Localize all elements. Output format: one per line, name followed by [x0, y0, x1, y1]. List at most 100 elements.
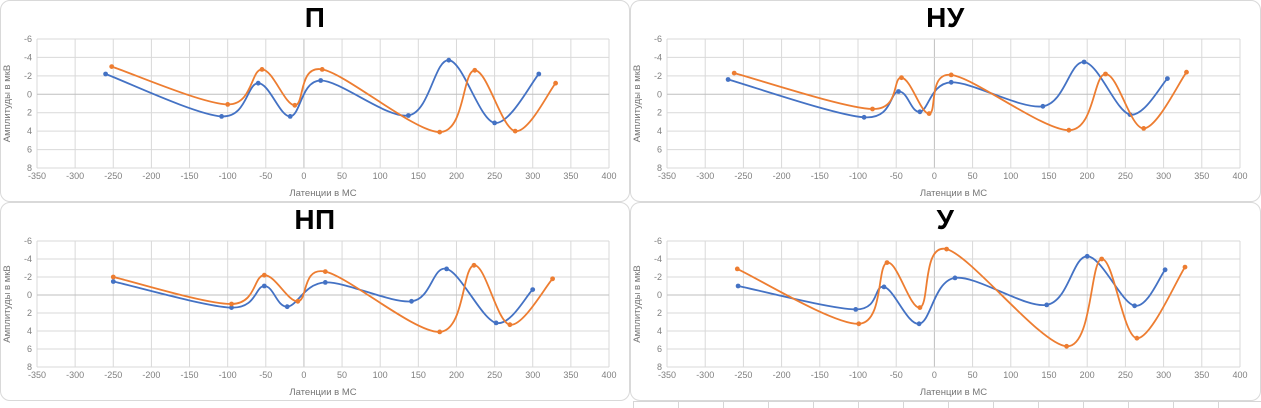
svg-text:Амплитуды в мкВ: Амплитуды в мкВ: [2, 265, 13, 342]
svg-text:-6: -6: [654, 34, 662, 44]
svg-text:150: 150: [411, 171, 426, 181]
chart-panel-u[interactable]: -350 -300 -250 -200 -150 -100 -50 0 50 100 150 200 2…: [630, 202, 1261, 401]
chart-plot-u: -350 -300 -250 -200 -150 -100 -50 0 50 100 150 200 2…: [632, 236, 1248, 398]
svg-text:0: 0: [657, 290, 662, 300]
svg-text:50: 50: [337, 171, 347, 181]
svg-text:4: 4: [657, 326, 662, 336]
chart-panel-np[interactable]: -350 -300 -250 -200 -150 -100 -50 0 50 100 150 200 2…: [0, 202, 630, 401]
svg-text:4: 4: [27, 126, 32, 136]
svg-text:8: 8: [27, 163, 32, 173]
svg-text:200: 200: [449, 171, 464, 181]
svg-text:100: 100: [1003, 171, 1018, 181]
svg-text:Амплитуды в мкВ: Амплитуды в мкВ: [2, 65, 13, 142]
svg-text:2: 2: [657, 108, 662, 118]
svg-text:0: 0: [27, 89, 32, 99]
svg-text:400: 400: [1232, 370, 1247, 380]
svg-text:0: 0: [657, 89, 662, 99]
svg-text:-6: -6: [24, 34, 32, 44]
svg-text:2: 2: [27, 108, 32, 118]
svg-text:-4: -4: [654, 52, 662, 62]
chart-plot-nu: -350 -300 -250 -200 -150 -100 -50 0 50 100 150 200 2…: [632, 34, 1248, 199]
svg-text:200: 200: [449, 370, 464, 380]
svg-text:250: 250: [1118, 370, 1133, 380]
svg-text:6: 6: [27, 344, 32, 354]
svg-text:-250: -250: [104, 370, 122, 380]
chart-panel-nu[interactable]: -350 -300 -250 -200 -150 -100 -50 0 50 100 150 200 2…: [630, 0, 1261, 202]
svg-text:6: 6: [657, 344, 662, 354]
svg-text:6: 6: [27, 145, 32, 155]
svg-text:-250: -250: [104, 171, 122, 181]
svg-text:-2: -2: [24, 71, 32, 81]
svg-text:50: 50: [968, 370, 978, 380]
svg-text:150: 150: [1041, 171, 1056, 181]
svg-text:100: 100: [373, 370, 388, 380]
svg-text:6: 6: [657, 145, 662, 155]
svg-text:-4: -4: [24, 52, 32, 62]
svg-text:-50: -50: [890, 370, 903, 380]
svg-text:-4: -4: [654, 254, 662, 264]
svg-text:350: 350: [563, 171, 578, 181]
svg-text:-2: -2: [24, 272, 32, 282]
svg-text:-150: -150: [811, 171, 829, 181]
svg-text:300: 300: [1156, 171, 1171, 181]
svg-text:400: 400: [601, 171, 616, 181]
svg-text:-2: -2: [654, 272, 662, 282]
chart-panel-p[interactable]: -350 -300 -250 -200 -150 -100 -50 0 50 100 150 200 2…: [0, 0, 630, 202]
svg-text:-150: -150: [811, 370, 829, 380]
svg-text:-300: -300: [66, 171, 84, 181]
svg-text:-6: -6: [24, 236, 32, 246]
svg-text:4: 4: [657, 126, 662, 136]
svg-text:-50: -50: [259, 171, 272, 181]
svg-text:-100: -100: [219, 370, 237, 380]
svg-text:-100: -100: [849, 171, 867, 181]
svg-text:50: 50: [968, 171, 978, 181]
svg-text:-350: -350: [28, 171, 46, 181]
svg-text:100: 100: [373, 171, 388, 181]
svg-text:-350: -350: [28, 370, 46, 380]
svg-text:-50: -50: [259, 370, 272, 380]
svg-text:0: 0: [27, 290, 32, 300]
svg-text:150: 150: [1041, 370, 1056, 380]
svg-text:-2: -2: [654, 71, 662, 81]
svg-text:200: 200: [1080, 370, 1095, 380]
svg-text:200: 200: [1080, 171, 1095, 181]
svg-text:-150: -150: [181, 370, 199, 380]
svg-text:100: 100: [1003, 370, 1018, 380]
svg-text:250: 250: [1118, 171, 1133, 181]
svg-text:-100: -100: [219, 171, 237, 181]
svg-text:4: 4: [27, 326, 32, 336]
svg-text:2: 2: [657, 308, 662, 318]
svg-text:8: 8: [27, 362, 32, 372]
svg-text:-350: -350: [658, 370, 676, 380]
svg-text:8: 8: [657, 362, 662, 372]
svg-text:Латенции в МС: Латенции в МС: [920, 188, 987, 199]
svg-text:Латенции в МС: Латенции в МС: [920, 387, 987, 398]
svg-text:-350: -350: [658, 171, 676, 181]
svg-text:0: 0: [932, 171, 937, 181]
chart-plot-np: -350 -300 -250 -200 -150 -100 -50 0 50 100 150 200 2…: [2, 236, 617, 398]
svg-text:-100: -100: [849, 370, 867, 380]
svg-text:Амплитуды в мкВ: Амплитуды в мкВ: [632, 265, 643, 342]
svg-text:8: 8: [657, 163, 662, 173]
svg-text:350: 350: [1194, 370, 1209, 380]
svg-text:2: 2: [27, 308, 32, 318]
svg-text:-50: -50: [890, 171, 903, 181]
svg-text:-300: -300: [696, 171, 714, 181]
spreadsheet-cell-gridlines: [633, 401, 1261, 408]
svg-text:-200: -200: [142, 171, 160, 181]
svg-text:400: 400: [1232, 171, 1247, 181]
svg-text:250: 250: [487, 370, 502, 380]
svg-text:-6: -6: [654, 236, 662, 246]
svg-text:350: 350: [1194, 171, 1209, 181]
svg-text:Латенции в МС: Латенции в МС: [289, 188, 356, 199]
svg-text:0: 0: [301, 171, 306, 181]
svg-text:Латенции в МС: Латенции в МС: [289, 387, 356, 398]
svg-text:-250: -250: [734, 171, 752, 181]
svg-text:0: 0: [301, 370, 306, 380]
svg-text:300: 300: [1156, 370, 1171, 380]
svg-text:-150: -150: [181, 171, 199, 181]
svg-text:150: 150: [411, 370, 426, 380]
svg-text:250: 250: [487, 171, 502, 181]
svg-text:300: 300: [525, 171, 540, 181]
